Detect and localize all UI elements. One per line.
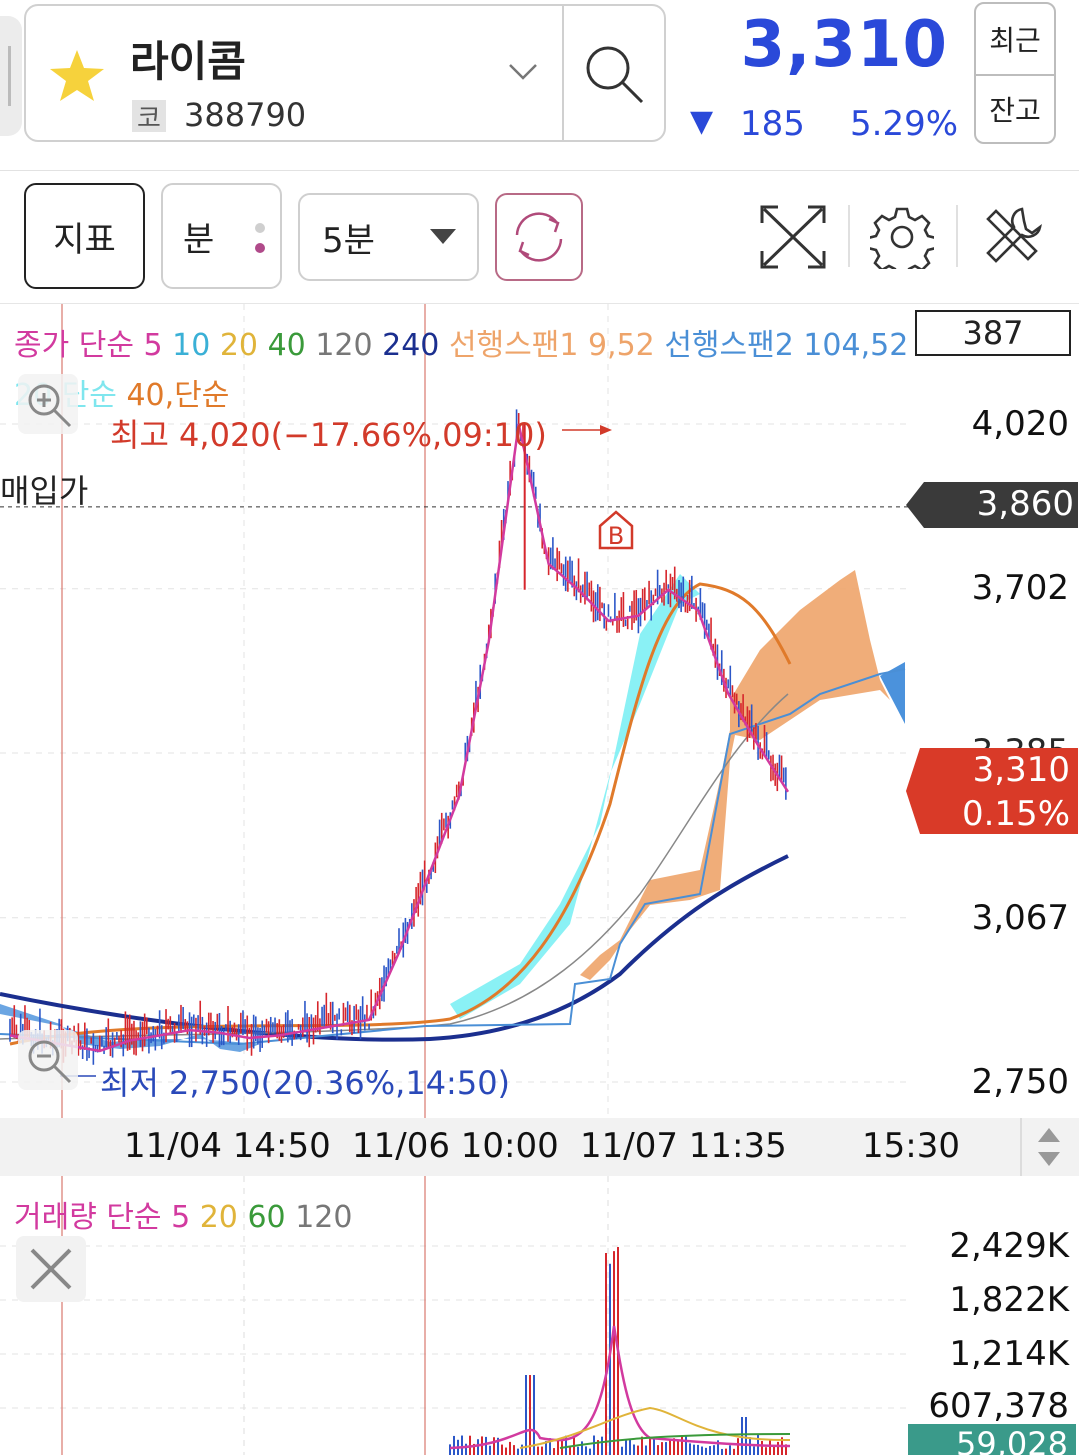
vol-legend-ma5: 거래량 단순 5 bbox=[14, 1200, 191, 1235]
ma40-line bbox=[9, 582, 792, 1046]
market-badge: 코 bbox=[132, 100, 166, 134]
buy-marker-shape bbox=[598, 510, 634, 550]
gear-icon[interactable] bbox=[870, 205, 934, 269]
vol-tick-label: 607,378 bbox=[928, 1386, 1069, 1426]
zoom-out-icon[interactable] bbox=[18, 1030, 78, 1090]
refresh-icon bbox=[515, 212, 563, 262]
legend-ma10: 10 bbox=[172, 328, 211, 363]
interval-select[interactable]: 5분 bbox=[298, 193, 479, 281]
legend-band40: 40,단순 bbox=[126, 378, 230, 413]
minute-label: 분 bbox=[183, 219, 215, 260]
y-tick-label: 3,702 bbox=[971, 568, 1069, 608]
x-tick-label: 11/06 10:00 bbox=[352, 1126, 559, 1166]
side-drawer-handle[interactable] bbox=[0, 16, 22, 136]
high-arrow-head bbox=[600, 425, 612, 435]
ichimoku-cloud bbox=[580, 570, 890, 980]
volume-current-tag: 59,028 bbox=[908, 1424, 1076, 1455]
indicator-button[interactable]: 지표 bbox=[24, 183, 145, 289]
x-tick-label: 11/07 11:35 bbox=[580, 1126, 787, 1166]
legend-ma40: 40 bbox=[267, 328, 306, 363]
chevron-down-icon[interactable] bbox=[508, 62, 538, 82]
vol-legend-ma60: 60 bbox=[247, 1200, 286, 1235]
refresh-button[interactable] bbox=[495, 193, 583, 281]
current-price: 3,310 bbox=[740, 8, 948, 82]
span2-line bbox=[0, 668, 906, 1046]
expand-icon[interactable] bbox=[760, 205, 826, 269]
buy-marker-label: B bbox=[608, 522, 624, 550]
stock-selector[interactable]: 라이콤 코 388790 bbox=[24, 4, 666, 142]
change-value: 185 bbox=[740, 104, 805, 144]
tools-icon[interactable] bbox=[982, 205, 1046, 269]
y-tick-label: 4,020 bbox=[971, 404, 1069, 444]
candle-count-box[interactable]: 387 bbox=[915, 310, 1071, 356]
recent-balance-toggle: 최근 잔고 bbox=[974, 2, 1056, 144]
y-tick-label: 3,067 bbox=[971, 898, 1069, 938]
stock-code: 388790 bbox=[184, 96, 307, 134]
header: 라이콤 코 388790 3,310 ▼ 185 5.29% 최근 잔고 bbox=[0, 0, 1079, 171]
recent-button[interactable]: 최근 bbox=[989, 24, 1041, 57]
purchase-price-tag-shape bbox=[906, 482, 1078, 528]
ma5-line bbox=[9, 423, 790, 1053]
low-price-label: 최저 2,750(20.36%,14:50) bbox=[100, 1064, 511, 1102]
interval-value: 5분 bbox=[322, 220, 375, 261]
legend-ma120: 120 bbox=[315, 328, 373, 363]
purchase-price-tag: 3,860 bbox=[976, 484, 1074, 524]
down-arrow-icon: ▼ bbox=[690, 104, 714, 139]
minute-button[interactable]: 분 bbox=[161, 183, 282, 289]
current-percent-tag: 0.15% bbox=[961, 794, 1070, 834]
x-tick-label: 11/04 14:50 bbox=[124, 1126, 331, 1166]
bollinger-band bbox=[450, 574, 700, 1019]
purchase-price-label: 매입가 bbox=[0, 472, 89, 510]
vol-ma60-line bbox=[559, 1433, 791, 1449]
ma120-line bbox=[0, 693, 789, 1040]
y-tick-label: 2,750 bbox=[971, 1062, 1069, 1102]
caret-down-icon bbox=[430, 229, 456, 244]
star-icon[interactable] bbox=[48, 48, 106, 104]
legend-ma20: 20 bbox=[219, 328, 259, 363]
vol-legend-ma120: 120 bbox=[295, 1200, 353, 1235]
x-tick-label: 15:30 bbox=[862, 1126, 960, 1166]
legend-ma240: 240 bbox=[382, 328, 440, 363]
scroll-updown-icon[interactable] bbox=[1036, 1126, 1062, 1168]
close-icon[interactable] bbox=[16, 1236, 86, 1302]
current-price-tag-shape bbox=[906, 748, 1078, 834]
legend-span2: 선행스팬2 104,52 bbox=[664, 328, 909, 363]
change-percent: 5.29% bbox=[850, 104, 959, 144]
x-axis[interactable]: 11/04 14:50 11/06 10:00 11/07 11:35 15:3… bbox=[0, 1118, 1079, 1176]
vol-tick-label: 1,214K bbox=[949, 1334, 1069, 1374]
legend-ma5: 종가 단순 5 bbox=[14, 328, 163, 363]
current-price-tag: 3,310 bbox=[972, 750, 1070, 790]
chart-toolbar: 지표 분 5분 bbox=[0, 171, 1079, 304]
search-icon[interactable] bbox=[582, 42, 646, 106]
legend-span1: 선행스팬1 9,52 bbox=[448, 328, 655, 363]
stock-name: 라이콤 bbox=[130, 37, 246, 86]
vol-tick-label: 1,822K bbox=[949, 1280, 1069, 1320]
price-chart-canvas: B bbox=[0, 304, 910, 1118]
vol-tick-label: 2,429K bbox=[949, 1226, 1069, 1266]
indicator-legend[interactable]: 종가 단순 5 10 20 40 120 240 선행스팬1 9,52 선행스팬… bbox=[14, 320, 908, 364]
volume-legend[interactable]: 거래량 단순 5 20 60 120 bbox=[14, 1192, 352, 1236]
high-price-label: 최고 4,020(−17.66%,09:10) bbox=[110, 416, 547, 454]
volume-chart-canvas bbox=[0, 1176, 910, 1455]
price-chart[interactable]: B 종가 단순 5 10 20 40 120 240 선행스팬1 9,52 선행… bbox=[0, 304, 1079, 1118]
vol-legend-ma20: 20 bbox=[199, 1200, 238, 1235]
volume-chart[interactable]: 거래량 단순 5 20 60 120 2,429K 1,822K 1,214K … bbox=[0, 1176, 1079, 1455]
ichimoku-cloud-blue bbox=[880, 662, 905, 724]
vol-ma5-line bbox=[449, 1325, 791, 1450]
zoom-in-icon[interactable] bbox=[18, 374, 78, 434]
balance-button[interactable]: 잔고 bbox=[989, 94, 1041, 127]
